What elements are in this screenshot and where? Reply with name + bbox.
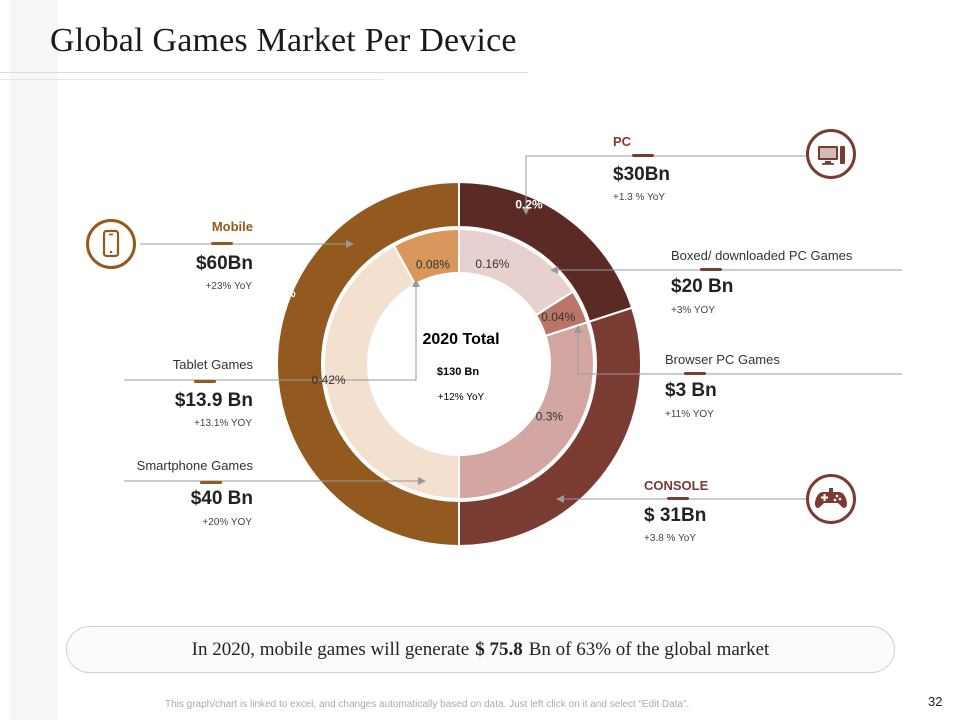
outer-label-console: 0.3%	[631, 453, 659, 467]
boxed-label: Boxed/ downloaded PC Games	[671, 248, 853, 263]
summary-amount: $ 75.8	[475, 638, 523, 660]
footnote: This graph/chart is linked to excel, and…	[165, 699, 690, 710]
connector-tablet	[124, 279, 420, 381]
mobile-label: Mobile	[211, 219, 253, 234]
center-title: 2020 Total	[422, 331, 499, 348]
mobile-yoy: +23% YoY	[205, 281, 252, 292]
title-underline	[0, 72, 528, 73]
console-tick	[667, 497, 689, 500]
title-underline-secondary	[0, 79, 383, 80]
browser-label: Browser PC Games	[665, 352, 780, 367]
inner-label-browser-pc-games: 0.04%	[541, 310, 575, 324]
desktop-computer-icon	[818, 146, 845, 165]
boxed-yoy: +3% YOY	[671, 305, 716, 316]
inner-ring	[323, 227, 595, 501]
smartphone-yoy: +20% YOY	[202, 517, 252, 528]
mobile-tick	[211, 242, 233, 245]
connector-browser	[574, 325, 902, 375]
outer-slice-mobile[interactable]	[276, 180, 460, 548]
console-icon-badge	[806, 474, 856, 524]
browser-tick	[684, 372, 706, 375]
console-label: CONSOLE	[644, 478, 709, 493]
browser-value: $3 Bn	[665, 380, 717, 401]
outer-label-pc: 0.2%	[515, 198, 543, 212]
pc-yoy: +1.3 % YoY	[613, 192, 665, 203]
inner-label-smartphone-games: 0.42%	[312, 373, 346, 387]
left-decorative-band	[10, 0, 58, 720]
inner-label-console: 0.3%	[536, 409, 564, 423]
outer-label-mobile: 0.5%	[268, 286, 296, 300]
mobile-value: $60Bn	[195, 253, 253, 274]
slice-labels: 0.2% 0.3% 0.5% 0.16% 0.04% 0.3% 0.42% 0.08%	[268, 198, 658, 467]
console-value: $ 31Bn	[644, 505, 707, 526]
smartphone-value: $40 Bn	[190, 488, 253, 509]
console-yoy: +3.8 % YoY	[644, 533, 696, 544]
center-value: $130 Bn	[437, 366, 479, 378]
connector-pc	[522, 155, 806, 215]
mobile-icon-badge	[86, 219, 136, 269]
inner-slice-smartphone-games[interactable]	[323, 244, 460, 501]
inner-label-tablet-games: 0.08%	[416, 258, 450, 272]
inner-label-boxed-downloaded-pc-games: 0.16%	[475, 257, 509, 271]
summary-banner: In 2020, mobile games will generate $ 75…	[66, 626, 895, 673]
boxed-value: $20 Bn	[671, 276, 734, 297]
pc-icon-badge	[806, 129, 856, 179]
tablet-yoy: +13.1% YOY	[194, 418, 252, 429]
outer-ring	[276, 180, 642, 548]
smartphone-tick	[200, 481, 222, 484]
boxed-tick	[700, 268, 722, 271]
center-yoy: +12% YoY	[438, 392, 485, 403]
pc-tick	[632, 154, 654, 157]
pc-value: $30Bn	[613, 164, 671, 185]
tablet-tick	[194, 380, 216, 383]
center-label: 2020 Total $130 Bn +12% YoY	[422, 331, 499, 403]
tablet-label: Tablet Games	[172, 357, 253, 372]
inner-slice-tablet-games[interactable]	[392, 227, 460, 286]
page-number: 32	[928, 694, 943, 709]
pc-label: PC	[613, 134, 632, 149]
page-title: Global Games Market Per Device	[50, 22, 517, 59]
summary-text-after: Bn of 63% of the global market	[528, 638, 770, 660]
gamepad-icon	[815, 488, 847, 508]
summary-text-before: In 2020, mobile games will generate	[191, 638, 470, 660]
browser-yoy: +11% YOY	[665, 409, 714, 420]
smartphone-label: Smartphone Games	[136, 458, 253, 473]
smartphone-icon	[102, 229, 120, 258]
tablet-value: $13.9 Bn	[174, 390, 253, 411]
inner-slice-console[interactable]	[458, 321, 595, 501]
